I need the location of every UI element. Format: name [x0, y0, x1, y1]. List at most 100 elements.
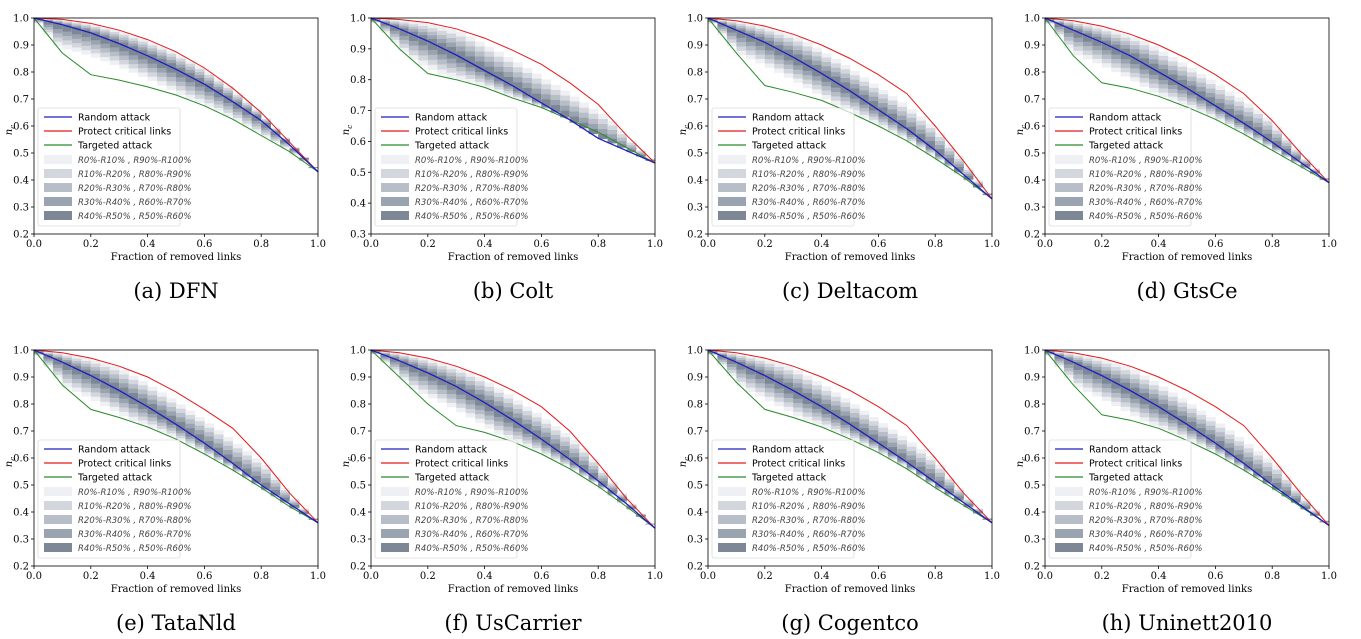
legend-band-label: R20%-R30% , R70%-R80% — [415, 184, 528, 194]
band-block-4 — [408, 31, 419, 41]
legend: Random attack Protect critical links Targe… — [374, 107, 528, 227]
series-line-protect-critical-links — [370, 17, 656, 164]
band-block-4 — [427, 38, 438, 50]
y-tick-label: 0.7 — [350, 106, 366, 117]
x-tick-label: 0.2 — [757, 239, 773, 250]
x-axis-label: Fraction of removed links — [785, 252, 915, 263]
band-block-4 — [859, 428, 870, 437]
legend-label: Targeted attack — [77, 141, 153, 152]
legend-label: Random attack — [1089, 113, 1162, 124]
band-block-4 — [569, 457, 580, 465]
band-block-4 — [280, 497, 290, 502]
y-tick-label: 0.8 — [13, 68, 29, 79]
legend-box — [1048, 107, 1192, 227]
x-axis-label: Fraction of removed links — [111, 584, 241, 595]
y-axis-label: nc — [1015, 125, 1028, 135]
legend-band-swatch — [718, 211, 746, 220]
panel-2: 0.0 0.2 0.4 0.6 0.8 1.00.20.30.40.50.60.70.80… — [678, 14, 1000, 304]
y-tick-label: 0.6 — [350, 137, 366, 148]
band-block-4 — [579, 464, 590, 472]
y-tick-label: 0.7 — [13, 95, 29, 106]
band-block-4 — [1187, 421, 1197, 431]
band-block-4 — [389, 25, 400, 31]
legend-band-swatch — [44, 197, 72, 206]
legend-label: Random attack — [78, 445, 151, 456]
legend-box — [37, 107, 181, 227]
x-tick-label: 0.0 — [363, 239, 379, 250]
legend-band-swatch — [1055, 543, 1083, 552]
band-block-4 — [418, 367, 429, 377]
x-axis-label: Fraction of removed links — [448, 584, 578, 595]
band-block-4 — [831, 409, 841, 420]
legend: Random attack Protect critical links Targe… — [1048, 107, 1202, 227]
legend-band-swatch — [381, 529, 409, 538]
y-tick-label: 0.3 — [350, 230, 366, 241]
series-line-protect-critical-links — [707, 349, 993, 524]
y-tick-label: 0.4 — [13, 176, 29, 187]
legend-band-label: R10%-R20% , R80%-R90% — [78, 502, 191, 512]
legend-band-label: R10%-R20% , R80%-R90% — [1089, 170, 1202, 180]
y-tick-label: 0.9 — [13, 373, 29, 384]
band-block-4 — [588, 472, 599, 479]
legend-label: Targeted attack — [414, 473, 490, 484]
series-line-random-attack — [1044, 17, 1330, 184]
legend-band-swatch — [1055, 529, 1083, 538]
x-tick-label: 0.6 — [1207, 571, 1223, 582]
band-block-4 — [62, 24, 73, 32]
legend-band-label: R0%-R10% , R90%-R100% — [415, 488, 528, 498]
band-block-4 — [213, 447, 224, 456]
y-tick-label: 0.4 — [687, 508, 703, 519]
y-axis-label: nc — [1015, 457, 1028, 467]
legend-band-swatch — [1055, 183, 1083, 192]
x-tick-label: 0.2 — [1094, 571, 1110, 582]
band-block-4 — [541, 99, 552, 107]
band-block-4 — [1092, 36, 1103, 46]
legend-label: Random attack — [78, 113, 151, 124]
legend-label: Protect critical links — [78, 459, 171, 470]
legend-band-label: R20%-R30% , R70%-R80% — [78, 184, 191, 194]
legend-band-label: R40%-R50% , R50%-R60% — [1089, 212, 1202, 222]
band-block-4 — [840, 415, 851, 425]
band-block-4 — [755, 36, 766, 46]
legend-label: Random attack — [752, 113, 825, 124]
y-tick-label: 0.5 — [687, 481, 703, 492]
panel-caption: (e) TataNld — [116, 611, 236, 635]
band-block-4 — [62, 361, 73, 370]
legend-box — [711, 107, 855, 227]
band-block-4 — [1082, 33, 1093, 42]
legend-label: Random attack — [752, 445, 825, 456]
y-tick-label: 0.3 — [1024, 203, 1040, 214]
legend-label: Random attack — [415, 113, 488, 124]
band-block-4 — [204, 440, 215, 449]
y-tick-label: 1.0 — [1024, 14, 1040, 25]
band-block-4 — [484, 66, 495, 77]
legend-band-label: R40%-R50% , R50%-R60% — [78, 212, 191, 222]
x-tick-label: 0.6 — [533, 239, 549, 250]
x-tick-label: 0.0 — [1037, 571, 1053, 582]
legend-band-swatch — [381, 501, 409, 510]
legend-band-swatch — [1055, 197, 1083, 206]
y-tick-label: 0.7 — [687, 95, 703, 106]
band-block-4 — [437, 375, 448, 386]
band-block-4 — [1054, 22, 1065, 27]
band-block-4 — [522, 424, 533, 434]
band-block-4 — [223, 454, 234, 462]
band-block-4 — [1281, 490, 1292, 496]
band-block-4 — [925, 473, 936, 481]
y-tick-label: 0.8 — [1024, 400, 1040, 411]
legend-band-swatch — [44, 487, 72, 496]
band-block-4 — [1205, 434, 1216, 443]
legend-label: Targeted attack — [751, 141, 827, 152]
y-tick-label: 0.5 — [350, 168, 366, 179]
band-block-4 — [1224, 108, 1235, 118]
y-axis-label: nc — [4, 125, 17, 135]
series-line-protect-critical-links — [33, 349, 319, 524]
legend-label: Protect critical links — [752, 459, 845, 470]
x-tick-label: 0.8 — [927, 571, 943, 582]
y-tick-label: 0.4 — [1024, 508, 1040, 519]
band-block-4 — [1272, 482, 1282, 489]
y-tick-label: 0.5 — [13, 149, 29, 160]
y-tick-label: 0.6 — [687, 454, 703, 465]
x-tick-label: 0.2 — [757, 571, 773, 582]
x-axis-label: Fraction of removed links — [1122, 252, 1252, 263]
